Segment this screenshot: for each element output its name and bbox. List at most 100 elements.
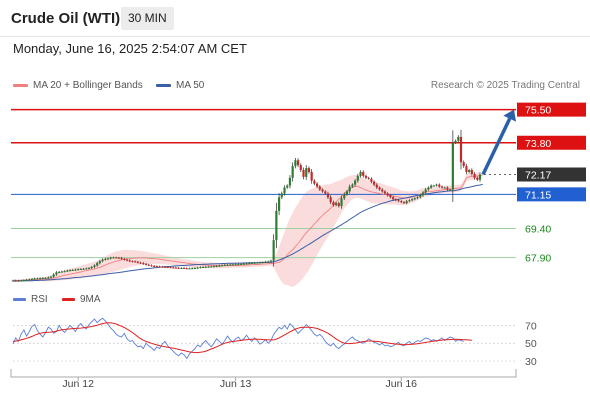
candle-body: [185, 268, 188, 270]
time-tick-label: Jun 16: [385, 378, 417, 390]
candle-body: [193, 268, 197, 270]
rsi-line: [12, 317, 464, 360]
level-label-71.15: 71.15: [525, 189, 551, 201]
candle-body: [351, 184, 354, 187]
candle: [25, 278, 28, 281]
candle-body: [315, 183, 319, 187]
candle: [68, 269, 72, 272]
candle: [131, 260, 134, 263]
candle: [212, 265, 216, 268]
candle-body: [87, 268, 91, 270]
candle-body: [71, 269, 74, 271]
candle: [201, 266, 205, 269]
candle-body: [386, 193, 389, 196]
candle: [166, 266, 169, 269]
candle: [199, 266, 202, 269]
candle: [381, 188, 384, 193]
candle: [139, 261, 142, 265]
candle-body: [28, 279, 31, 281]
candle: [82, 267, 85, 270]
header-bar: Crude Oil (WTI) 30 MIN: [0, 0, 590, 37]
candle: [280, 191, 283, 200]
candle: [30, 278, 34, 281]
bollinger-swatch: [13, 83, 28, 87]
candle-body: [82, 268, 85, 270]
candle: [204, 266, 207, 268]
candle-body: [90, 267, 93, 269]
candle: [39, 277, 42, 280]
candle: [419, 194, 422, 199]
candle: [296, 158, 300, 168]
candle: [370, 177, 373, 184]
level-label-72.17: 72.17: [525, 170, 551, 182]
price-level-labels: 75.50 73.80 72.17 71.15 69.40 67.90: [517, 102, 586, 265]
candle-body: [204, 266, 207, 268]
candle: [367, 176, 370, 180]
legend-rsi: RSI: [13, 294, 48, 305]
candle-body: [332, 202, 335, 206]
candle-body: [134, 261, 137, 263]
candle: [242, 262, 245, 265]
candle-body: [229, 264, 232, 266]
candle-body: [210, 266, 213, 268]
timeframe-badge[interactable]: 30 MIN: [121, 7, 174, 30]
candle: [79, 268, 82, 270]
candle-body: [239, 263, 243, 265]
candle-body: [117, 257, 120, 259]
candle: [424, 187, 427, 194]
candle: [229, 263, 232, 266]
candle: [49, 275, 53, 279]
candle: [386, 192, 389, 197]
legend-9ma: 9MA: [62, 294, 101, 305]
candle-body: [277, 197, 281, 211]
candle-body: [305, 168, 308, 177]
forecast-arrow: [481, 109, 517, 176]
candle-body: [169, 267, 172, 269]
candle-body: [405, 201, 408, 204]
candle: [17, 279, 20, 282]
forecast-arrow-head: [503, 109, 517, 122]
candle-body: [440, 186, 444, 188]
candle: [302, 167, 305, 180]
candle: [196, 266, 199, 269]
rsi-tick-label: 50: [525, 338, 537, 350]
candle-body: [427, 187, 430, 190]
candle-body: [85, 268, 88, 270]
candle: [150, 264, 153, 267]
candle: [11, 279, 15, 282]
candle: [142, 262, 145, 265]
9ma-label: 9MA: [80, 294, 101, 305]
candle-body: [443, 187, 446, 189]
candle: [288, 175, 292, 189]
candle: [52, 273, 55, 278]
candle: [389, 194, 392, 199]
candle: [392, 196, 395, 201]
candle-body: [77, 269, 80, 271]
candle: [332, 200, 335, 207]
candle-body: [383, 191, 387, 194]
candle: [77, 268, 80, 271]
candle-body: [400, 201, 403, 203]
candle: [440, 185, 444, 189]
candle: [315, 182, 319, 189]
candle: [55, 270, 58, 276]
candle: [71, 269, 74, 271]
candle-body: [25, 279, 28, 281]
candle: [239, 263, 243, 265]
candle-body: [392, 197, 395, 200]
candle-body: [375, 184, 378, 188]
candle: [307, 166, 311, 174]
candle-body: [136, 261, 139, 263]
candle-body: [79, 268, 82, 270]
candle-body: [473, 173, 476, 178]
candle: [172, 266, 175, 269]
candle-body: [326, 193, 330, 198]
candle-body: [476, 177, 479, 180]
candle: [231, 263, 235, 266]
candle-body: [283, 187, 286, 194]
candle-body: [432, 185, 435, 187]
candle: [468, 168, 471, 174]
time-axis: Jun 12 Jun 13 Jun 16: [10, 369, 517, 390]
candle-body: [261, 262, 264, 264]
